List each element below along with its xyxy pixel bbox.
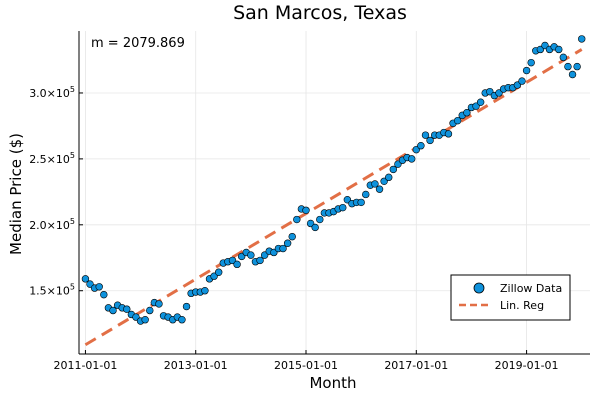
data-point bbox=[302, 206, 310, 214]
data-point bbox=[362, 190, 370, 199]
legend-label-linreg: Lin. Reg bbox=[500, 299, 544, 312]
data-point bbox=[385, 173, 393, 182]
regression-line bbox=[84, 48, 583, 347]
data-point bbox=[316, 215, 324, 224]
data-point bbox=[564, 62, 572, 71]
grid bbox=[79, 31, 590, 354]
data-point bbox=[408, 155, 416, 163]
data-point bbox=[421, 131, 430, 139]
data-point bbox=[568, 70, 577, 79]
x-tick-label: 2015-01-01 bbox=[274, 359, 338, 372]
data-point bbox=[453, 116, 462, 125]
data-point bbox=[95, 283, 103, 291]
x-tick-label: 2019-01-01 bbox=[495, 359, 559, 372]
data-point bbox=[100, 290, 108, 299]
data-point bbox=[426, 136, 434, 145]
data-point bbox=[288, 232, 296, 241]
data-point bbox=[371, 180, 379, 188]
data-point bbox=[476, 98, 485, 106]
data-point bbox=[123, 305, 131, 313]
data-point bbox=[375, 185, 384, 193]
x-axis-label: Month bbox=[309, 374, 356, 392]
data-point bbox=[279, 244, 287, 253]
x-ticks: 2011-01-01 2013-01-01 2015-01-01 2017-01-01… bbox=[53, 350, 559, 372]
y-tick-label: 3.0×105 bbox=[29, 85, 75, 100]
legend-label-zillow: Zillow Data bbox=[500, 282, 562, 295]
data-point bbox=[389, 165, 398, 174]
data-point bbox=[146, 306, 154, 315]
data-point bbox=[559, 53, 568, 62]
data-point bbox=[527, 58, 535, 67]
annotation-slope: m = 2079.869 bbox=[91, 36, 185, 51]
legend: Zillow Data Lin. Reg bbox=[450, 274, 571, 321]
data-point bbox=[555, 45, 563, 54]
x-tick-label: 2017-01-01 bbox=[384, 359, 448, 372]
axes bbox=[78, 31, 590, 355]
data-point bbox=[357, 198, 365, 207]
data-point bbox=[463, 109, 471, 117]
y-tick-label: 2.0×105 bbox=[29, 217, 75, 232]
x-tick-label: 2013-01-01 bbox=[164, 359, 228, 372]
data-point bbox=[293, 215, 301, 224]
data-point bbox=[444, 130, 453, 138]
data-point bbox=[178, 316, 186, 324]
data-point bbox=[283, 239, 292, 247]
legend-box bbox=[450, 274, 571, 321]
data-point bbox=[578, 35, 586, 43]
data-point bbox=[311, 223, 319, 232]
data-point bbox=[247, 251, 255, 259]
x-tick-label: 2011-01-01 bbox=[53, 359, 117, 372]
scatter-points bbox=[81, 35, 586, 325]
chart-title: San Marcos, Texas bbox=[233, 2, 407, 24]
data-point bbox=[339, 203, 347, 212]
linreg-line bbox=[84, 48, 583, 347]
y-tick-label: 2.5×105 bbox=[29, 151, 75, 166]
data-point bbox=[182, 302, 191, 311]
data-point bbox=[109, 306, 117, 315]
y-ticks: 1.5×105 2.0×105 2.5×105 3.0×105 bbox=[29, 85, 83, 298]
data-point bbox=[256, 256, 264, 265]
data-point bbox=[233, 260, 241, 269]
data-point bbox=[155, 300, 163, 308]
data-point bbox=[81, 275, 90, 283]
data-point bbox=[417, 141, 425, 150]
data-point bbox=[573, 62, 581, 71]
data-point bbox=[522, 66, 531, 75]
y-tick-label: 1.5×105 bbox=[29, 283, 75, 298]
data-point bbox=[518, 77, 526, 85]
data-point bbox=[201, 287, 209, 295]
y-axis-label: Median Price ($) bbox=[7, 133, 25, 255]
legend-marker-zillow bbox=[473, 282, 485, 294]
data-point bbox=[141, 316, 149, 324]
data-point bbox=[214, 268, 223, 276]
